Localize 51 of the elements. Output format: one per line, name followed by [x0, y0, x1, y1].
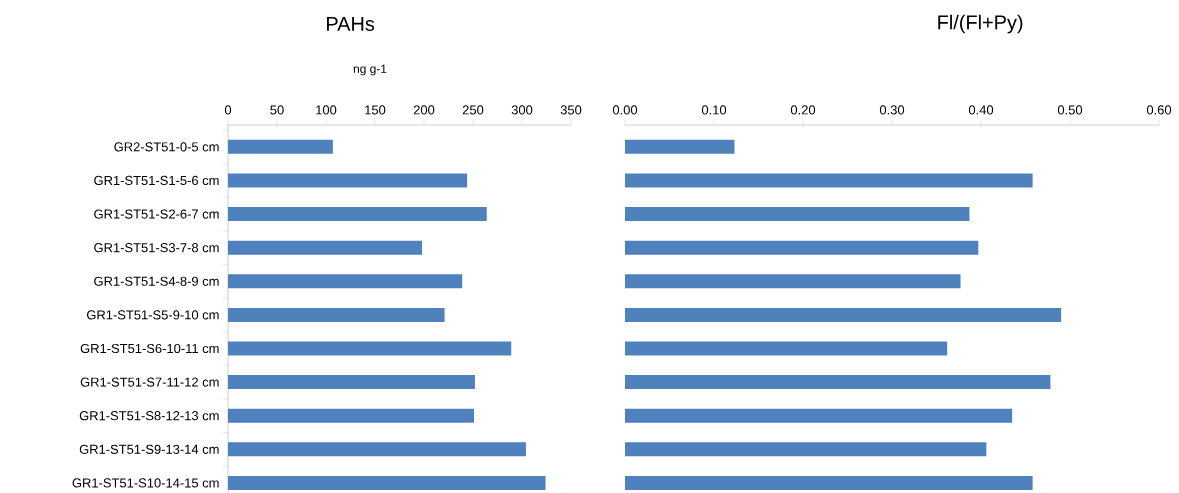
bar [228, 274, 463, 289]
x-tick-label: 300 [511, 105, 533, 115]
x-tick-label: 50 [270, 105, 284, 115]
y-tick-label: GR1-ST51-S8-12-13 cm [79, 411, 219, 421]
bar [625, 173, 1033, 188]
x-tick-label: 0.00 [612, 105, 638, 115]
y-tick-label: GR2-ST51-0-5 cm [114, 142, 219, 152]
y-tick-label: GR1-ST51-S6-10-11 cm [80, 343, 219, 354]
y-tick-label: GR1-ST51-S9-13-14 cm [79, 444, 219, 454]
bar [625, 240, 979, 255]
bar [228, 307, 445, 322]
bar [228, 475, 546, 490]
bar [625, 475, 1033, 490]
y-tick-label: GR1-ST51-S3-7-8 cm [94, 243, 219, 253]
y-tick-label: GR1-ST51-S5-9-10 cm [86, 310, 219, 320]
bar [228, 139, 333, 154]
y-tick-label: GR1-ST51-S4-8-9 cm [94, 276, 219, 286]
x-tick-label: 100 [316, 105, 337, 115]
x-tick-label: 0.10 [701, 105, 727, 115]
bar [228, 341, 512, 356]
bar [625, 442, 987, 457]
y-tick-label: GR1-ST51-S1-5-6 cm [94, 175, 219, 186]
y-tick-label: GR1-ST51-S10-14-15 cm [72, 478, 219, 488]
x-tick-label: 200 [413, 105, 435, 115]
bar [228, 173, 468, 188]
bar [228, 207, 487, 222]
bar [625, 207, 970, 222]
x-axis-title: ng g-1 [353, 64, 387, 76]
bar [228, 408, 474, 423]
bar [228, 375, 475, 390]
bar [625, 341, 948, 356]
x-tick-label: 250 [462, 105, 484, 115]
bar [228, 240, 423, 255]
y-tick-label: GR1-ST51-S2-6-7 cm [94, 209, 219, 219]
chart-title: PAHs [327, 17, 375, 31]
x-tick-label: 0.30 [879, 105, 905, 115]
bar [228, 442, 526, 457]
x-tick-label: 350 [560, 105, 582, 115]
chart-title: Fl/(Fl+Py) [938, 14, 1023, 34]
y-tick-label: GR1-ST51-S7-11-12 cm [80, 377, 219, 387]
x-tick-label: 150 [365, 105, 386, 115]
bar [625, 375, 1051, 390]
bar [625, 274, 961, 289]
x-tick-label: 0 [224, 105, 232, 115]
bar [625, 408, 1013, 423]
x-tick-label: 0.50 [1057, 105, 1083, 115]
x-tick-label: 0.40 [968, 105, 994, 115]
bar [625, 307, 1062, 322]
x-tick-label: 0.60 [1146, 105, 1172, 115]
bar [625, 139, 735, 154]
x-tick-label: 0.20 [790, 105, 816, 115]
